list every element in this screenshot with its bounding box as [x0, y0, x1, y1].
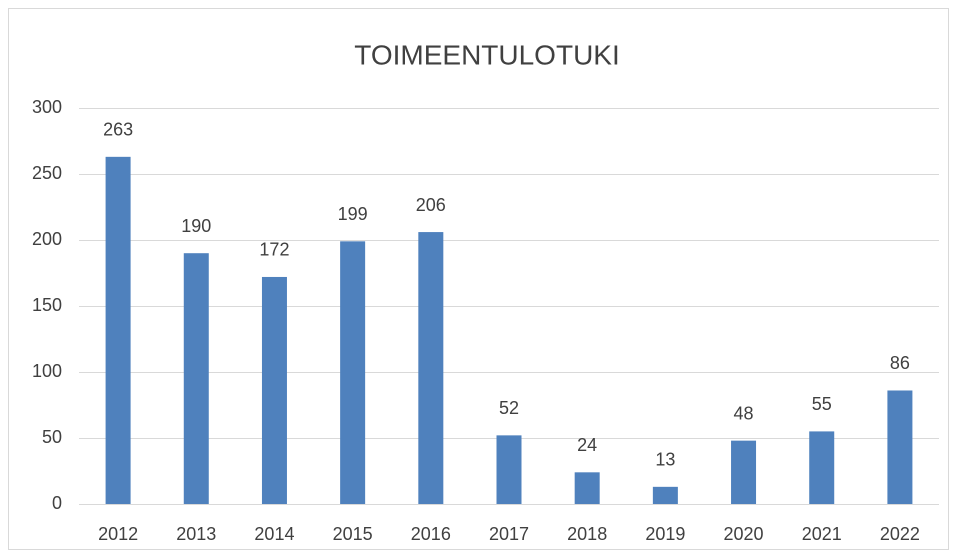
bar	[261, 276, 287, 504]
bar	[183, 253, 209, 504]
x-tick-label: 2018	[567, 524, 607, 544]
x-tick-label: 2022	[880, 524, 920, 544]
data-label: 172	[259, 240, 289, 260]
data-label: 263	[103, 120, 133, 140]
y-tick-label: 50	[42, 427, 62, 447]
data-label: 190	[181, 216, 211, 236]
x-tick-label: 2019	[645, 524, 685, 544]
data-label: 24	[577, 435, 597, 455]
x-tick-label: 2020	[724, 524, 764, 544]
y-tick-label: 200	[32, 229, 62, 249]
x-tick-label: 2021	[802, 524, 842, 544]
y-tick-label: 100	[32, 361, 62, 381]
x-tick-label: 2015	[333, 524, 373, 544]
bar	[418, 232, 444, 504]
data-label: 48	[734, 403, 754, 423]
x-tick-label: 2013	[176, 524, 216, 544]
data-label: 206	[416, 195, 446, 215]
x-tick-label: 2016	[411, 524, 451, 544]
x-tick-label: 2012	[98, 524, 138, 544]
y-tick-label: 150	[32, 295, 62, 315]
data-label: 55	[812, 394, 832, 414]
bar	[887, 390, 913, 504]
bar	[574, 472, 600, 504]
chart-frame	[8, 8, 949, 550]
y-tick-label: 0	[52, 493, 62, 513]
x-tick-label: 2017	[489, 524, 529, 544]
bar	[496, 435, 522, 504]
data-label: 13	[655, 450, 675, 470]
data-label: 199	[338, 204, 368, 224]
data-label: 52	[499, 398, 519, 418]
bar	[731, 440, 757, 504]
y-tick-label: 250	[32, 163, 62, 183]
y-tick-label: 300	[32, 97, 62, 117]
chart-title: TOIMEENTULOTUKI	[354, 39, 620, 70]
data-label: 86	[890, 353, 910, 373]
x-tick-label: 2014	[254, 524, 294, 544]
bar	[652, 486, 678, 504]
bar	[105, 156, 131, 504]
bar	[340, 241, 366, 504]
bar	[809, 431, 835, 504]
